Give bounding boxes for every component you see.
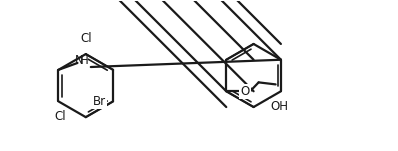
Text: O: O [241,85,250,98]
Text: N: N [75,55,84,67]
Text: OH: OH [270,100,288,113]
Text: Br: Br [93,95,106,108]
Text: Cl: Cl [80,32,92,45]
Text: Cl: Cl [55,110,66,123]
Text: H: H [80,55,88,67]
